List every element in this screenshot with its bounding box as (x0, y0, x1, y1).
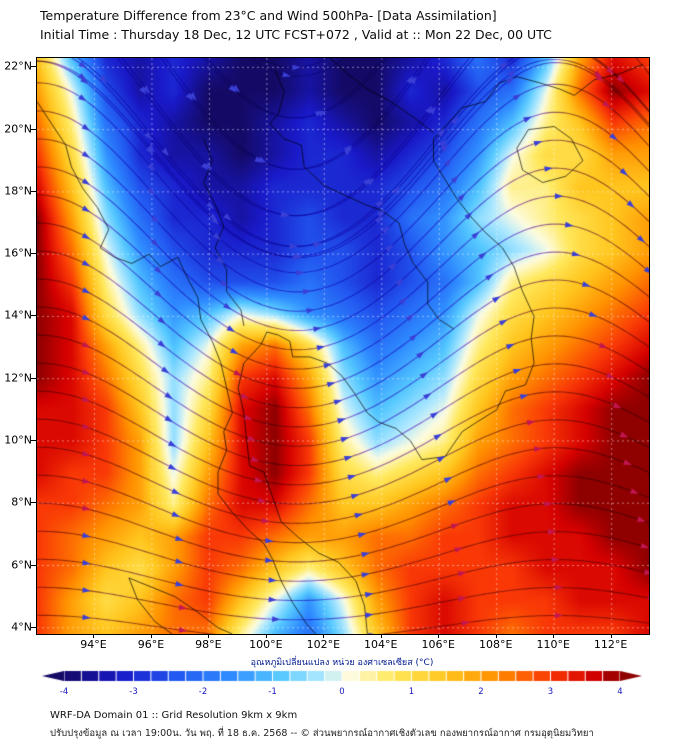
lon-tick-mark (438, 634, 440, 638)
colorbar-tick-label: -3 (129, 687, 138, 697)
lon-tick-mark (380, 634, 382, 638)
lon-tick-label: 110°E (536, 638, 570, 651)
colorbar-tick-label: -4 (59, 687, 69, 697)
lon-tick-label: 104°E (364, 638, 398, 651)
lat-tick-mark (31, 502, 36, 504)
lon-tick-mark (265, 634, 267, 638)
lat-tick-label: 14°N (4, 308, 32, 322)
colorbar-tick-label: 0 (339, 687, 345, 697)
lon-tick-label: 98°E (195, 638, 222, 651)
lat-tick-label: 4°N (11, 620, 32, 634)
lat-tick-mark (31, 253, 36, 255)
colorbar-tick-label: -2 (198, 687, 208, 697)
lat-tick-label: 18°N (4, 184, 32, 198)
lat-tick-mark (31, 626, 36, 628)
lat-tick-mark (31, 66, 36, 68)
lat-tick-label: 12°N (4, 371, 32, 385)
lon-tick-mark (93, 634, 95, 638)
lon-tick-mark (150, 634, 152, 638)
colorbar-tick-label: 2 (478, 687, 484, 697)
lat-tick-label: 16°N (4, 246, 32, 260)
colorbar-title: อุณหภูมิเปลี่ยนแปลง หน่วย องศาเซลเซียส (… (250, 658, 434, 668)
lat-tick-label: 10°N (4, 433, 32, 447)
lat-tick-mark (31, 564, 36, 566)
lon-tick-mark (553, 634, 555, 638)
colorbar-tick-label: -1 (268, 687, 277, 697)
lon-tick-mark (208, 634, 210, 638)
lon-tick-label: 102°E (306, 638, 341, 651)
footer-domain-info: WRF-DA Domain 01 :: Grid Resolution 9km … (50, 710, 298, 721)
lon-tick-mark (610, 634, 612, 638)
lat-tick-mark (31, 128, 36, 130)
lon-tick-label: 112°E (593, 638, 628, 651)
footer-agency-info: ปรับปรุงข้อมูล ณ เวลา 19:00น. วัน พฤ. ที… (50, 728, 594, 739)
lon-tick-mark (323, 634, 325, 638)
page-subtitle: Initial Time : Thursday 18 Dec, 12 UTC F… (40, 27, 552, 43)
lat-tick-label: 22°N (4, 59, 32, 73)
lon-tick-label: 106°E (421, 638, 455, 651)
lat-tick-mark (31, 377, 36, 379)
lon-tick-label: 108°E (478, 638, 513, 651)
lon-tick-label: 94°E (80, 638, 107, 651)
lon-tick-label: 96°E (137, 638, 165, 651)
lat-tick-label: 20°N (4, 122, 32, 136)
lat-tick-label: 8°N (11, 495, 32, 509)
colorbar-tick-label: 4 (617, 687, 623, 697)
page-title: Temperature Difference from 23°C and Win… (40, 8, 497, 23)
lat-tick-mark (31, 439, 36, 441)
lat-tick-mark (31, 315, 36, 317)
lat-tick-mark (31, 190, 36, 192)
lon-tick-label: 100°E (249, 638, 283, 651)
colorbar-canvas (36, 668, 648, 684)
colorbar-tick-label: 1 (408, 687, 415, 697)
lat-tick-label: 6°N (11, 558, 32, 571)
lon-tick-mark (495, 634, 497, 638)
colorbar-tick-label: 3 (547, 687, 554, 697)
map-header: Temperature Difference from 23°C and Win… (40, 6, 552, 45)
temperature-wind-map-canvas (36, 57, 650, 635)
